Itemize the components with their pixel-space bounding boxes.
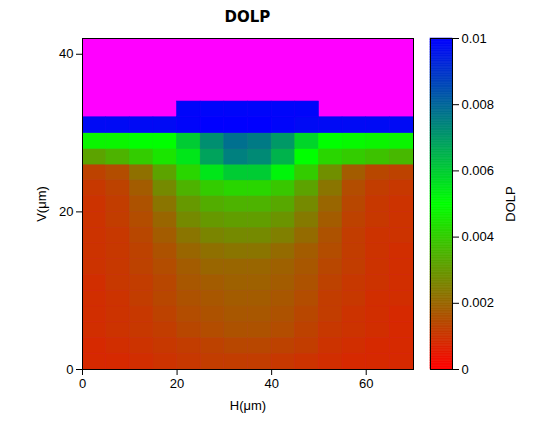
- svg-text:DOLP: DOLP: [503, 186, 518, 221]
- html-text:DOLP: DOLP: [224, 8, 271, 26]
- svg-text:60: 60: [359, 376, 373, 391]
- svg-text:H(μm): H(μm): [230, 398, 266, 413]
- svg-text:0.006: 0.006: [462, 163, 495, 178]
- svg-text:20: 20: [59, 204, 73, 219]
- svg-text:40: 40: [59, 46, 73, 61]
- svg-text:0.004: 0.004: [462, 229, 495, 244]
- svg-text:0.002: 0.002: [462, 295, 495, 310]
- svg-text:V(μm): V(μm): [34, 186, 49, 222]
- svg-text:0.01: 0.01: [462, 31, 487, 46]
- svg-text:0: 0: [66, 362, 73, 377]
- svg-text:0: 0: [462, 362, 469, 377]
- svg-text:40: 40: [264, 376, 278, 391]
- svg-text:20: 20: [170, 376, 184, 391]
- svg-text:0: 0: [79, 376, 86, 391]
- svg-text:0.008: 0.008: [462, 97, 495, 112]
